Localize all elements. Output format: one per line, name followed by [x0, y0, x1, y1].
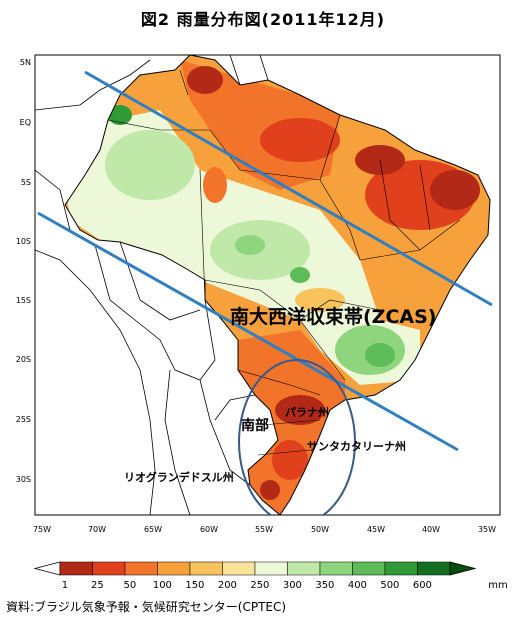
lat-tick-label: 5N: [20, 58, 31, 67]
rio-grande-label: リオグランデドスル州: [124, 470, 234, 484]
legend-tick-label: 250: [250, 580, 269, 591]
lon-tick-label: 40W: [422, 525, 440, 534]
legend-swatch: [59, 561, 93, 576]
santa-catarina-label: サンタカタリーナ州: [307, 440, 406, 453]
lon-tick-label: 35W: [478, 525, 496, 534]
legend-high-arrow: [449, 561, 477, 576]
latitude-axis: 5N EQ 5S 10S 15S 20S 25S 30S: [16, 58, 31, 484]
legend-swatch: [417, 561, 451, 576]
legend-swatch: [254, 561, 288, 576]
lat-tick-label: 5S: [21, 178, 31, 187]
legend-swatch: [352, 561, 386, 576]
south-region-ellipse: [238, 359, 356, 515]
legend-unit: mm: [488, 580, 507, 591]
lon-tick-label: 70W: [88, 525, 106, 534]
brazil-outline: [64, 55, 491, 515]
legend-swatch: [124, 561, 158, 576]
legend-swatch: [92, 561, 126, 576]
rainfall-legend: 1 25 50 100 150 200 250 300 350 400 500 600 mm: [33, 561, 508, 591]
legend-tick-label: 100: [153, 580, 172, 591]
lat-tick-label: EQ: [20, 118, 31, 127]
legend-tick-label: 150: [185, 580, 204, 591]
legend-swatch: [189, 561, 223, 576]
legend-swatch: [384, 561, 418, 576]
lon-tick-label: 55W: [255, 525, 273, 534]
zcas-label: 南大西洋収束帯(ZCAS): [230, 305, 436, 328]
legend-tick-label: 500: [380, 580, 399, 591]
lon-tick-label: 60W: [200, 525, 218, 534]
legend-swatch: [222, 561, 256, 576]
legend-tick-label: 350: [315, 580, 334, 591]
legend-swatch: [157, 561, 191, 576]
map-annotations: 南大西洋収束帯(ZCAS) 南部 パラナ州 サンタカタリーナ州 リオグランデドス…: [124, 305, 436, 484]
legend-tick-label: 25: [91, 580, 104, 591]
map-title: 図2 雨量分布図(2011年12月): [140, 10, 386, 29]
lon-tick-label: 45W: [367, 525, 385, 534]
state-borders: [107, 69, 461, 456]
legend-tick-label: 1: [62, 580, 68, 591]
lon-tick-label: 65W: [144, 525, 162, 534]
parana-label: パラナ州: [285, 406, 329, 419]
lon-tick-label: 75W: [33, 525, 51, 534]
legend-tick-label: 400: [348, 580, 367, 591]
lat-tick-label: 10S: [16, 237, 31, 246]
lon-tick-label: 50W: [311, 525, 329, 534]
south-region-label: 南部: [241, 417, 269, 434]
lat-tick-label: 25S: [16, 415, 31, 424]
legend-tick-label: 600: [413, 580, 432, 591]
legend-tick-label: 50: [124, 580, 137, 591]
legend-swatch: [319, 561, 353, 576]
source-note: 資料:ブラジル気象予報・気候研究センター(CPTEC): [6, 600, 287, 614]
lat-tick-label: 15S: [16, 296, 31, 305]
legend-low-arrow: [33, 561, 61, 576]
longitude-axis: 75W 70W 65W 60W 55W 50W 45W 40W 35W: [33, 525, 496, 534]
country-borders: [35, 55, 269, 515]
legend-swatch: [287, 561, 321, 576]
legend-tick-label: 200: [218, 580, 237, 591]
legend-tick-label: 300: [283, 580, 302, 591]
lat-tick-label: 20S: [16, 355, 31, 364]
lat-tick-label: 30S: [16, 475, 31, 484]
zcas-upper-line: [84, 70, 493, 307]
zcas-lower-line: [37, 211, 459, 452]
